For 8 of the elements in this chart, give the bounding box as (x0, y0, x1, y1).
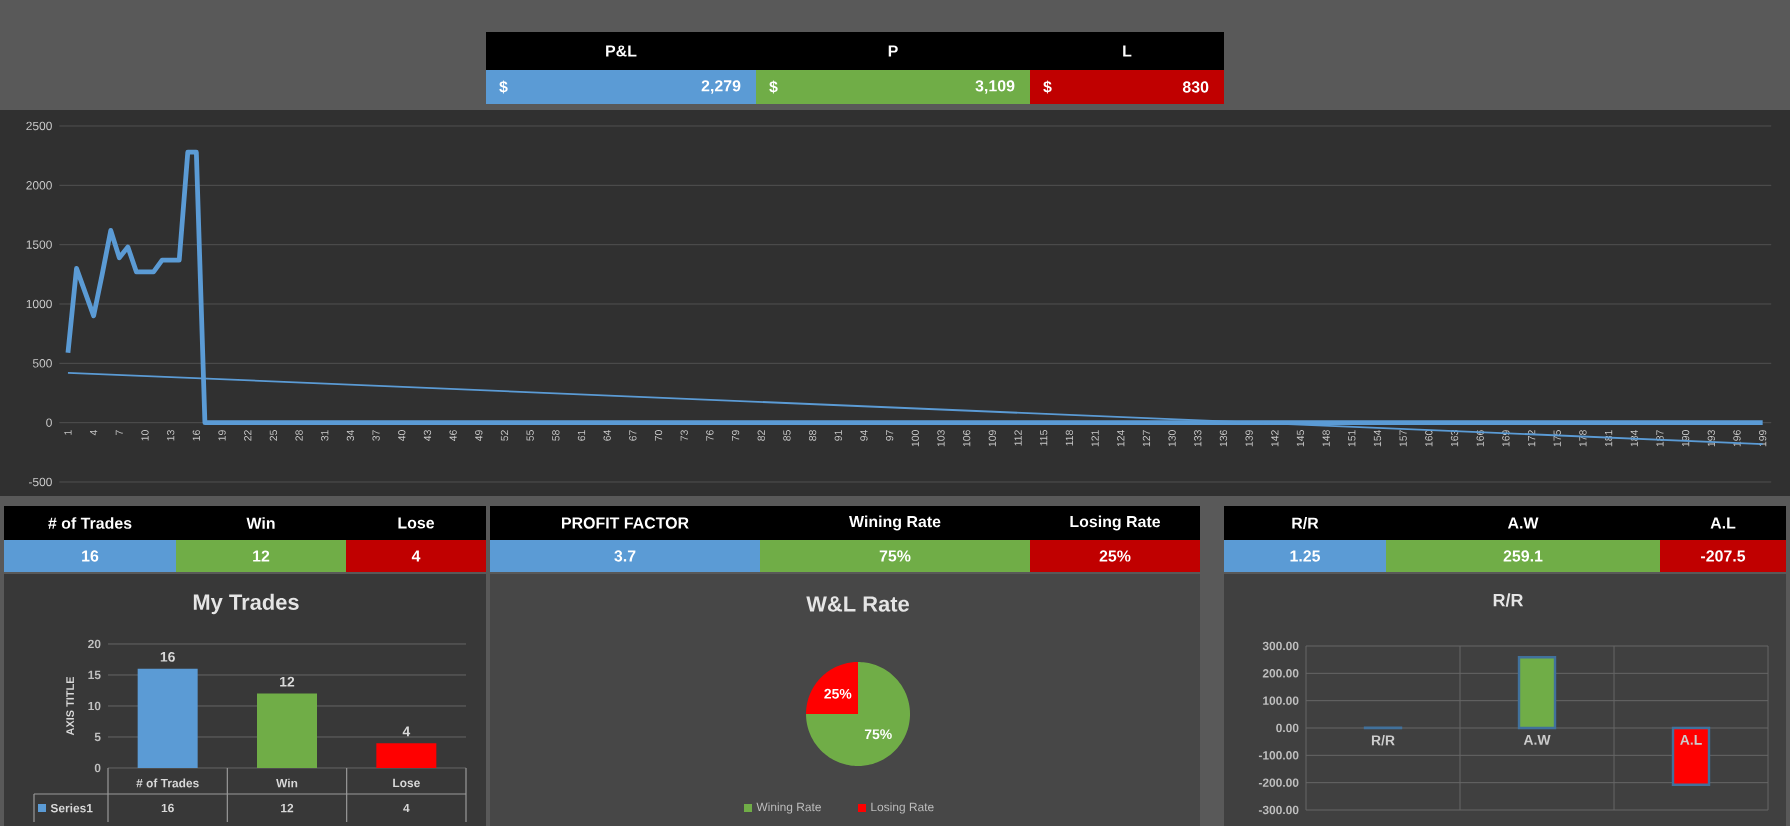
bar (376, 743, 437, 768)
bar (1671, 726, 1711, 786)
bar (257, 693, 317, 768)
chart-title: R/R (1493, 593, 1524, 607)
bar (1517, 655, 1557, 730)
chart-title: W&L Rate (806, 596, 909, 612)
chart-title: My Trades (193, 593, 299, 615)
bar (137, 668, 198, 768)
